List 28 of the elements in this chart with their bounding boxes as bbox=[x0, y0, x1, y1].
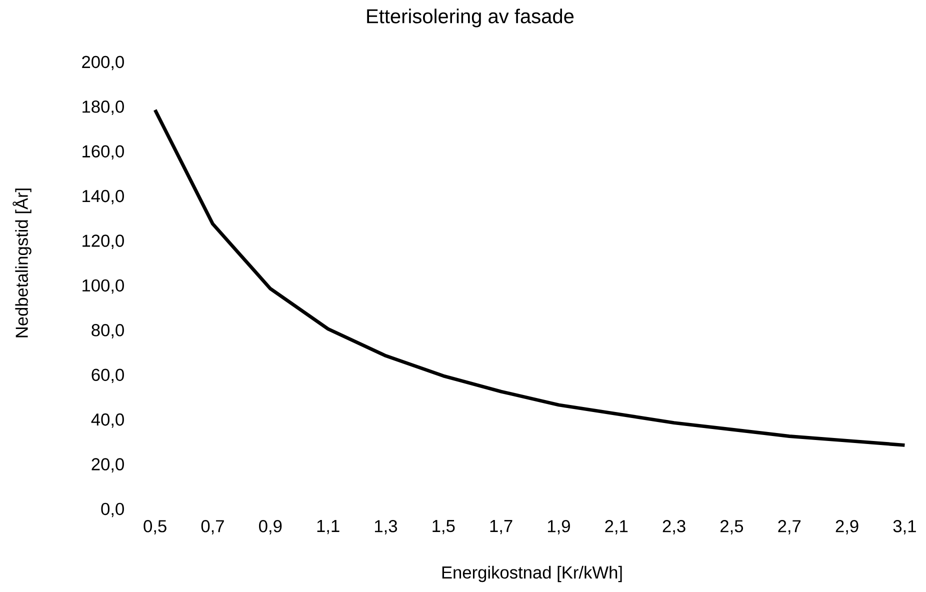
x-tick-label: 1,3 bbox=[374, 520, 398, 534]
y-tick-label: 140,0 bbox=[82, 190, 124, 204]
y-tick-label: 20,0 bbox=[92, 458, 124, 472]
x-tick-label: 2,7 bbox=[778, 520, 801, 534]
chart-title: Etterisolering av fasade bbox=[367, 8, 574, 28]
x-tick-label: 0,5 bbox=[144, 520, 166, 534]
y-tick-label: 80,0 bbox=[92, 324, 124, 338]
y-tick-label: 40,0 bbox=[91, 413, 124, 428]
y-tick-label: 0,0 bbox=[101, 502, 124, 518]
y-tick-label: 200,0 bbox=[82, 56, 124, 70]
x-tick-label: 2,1 bbox=[605, 520, 628, 534]
x-tick-label: 1,7 bbox=[490, 520, 512, 534]
y-tick-label: 100,0 bbox=[82, 279, 124, 294]
x-tick-label: 0,7 bbox=[201, 520, 224, 534]
x-tick-label: 3,1 bbox=[893, 520, 916, 534]
x-tick-label: 0,9 bbox=[259, 520, 282, 534]
x-axis-title: Energikostnad [Kr/kWh] bbox=[442, 566, 622, 582]
x-tick-label: 2,3 bbox=[662, 520, 686, 534]
y-tick-label: 60,0 bbox=[92, 368, 124, 384]
y-tick-label: 160,0 bbox=[82, 145, 124, 160]
y-axis-title: Nedbetalingstid [År] bbox=[12, 188, 32, 338]
y-tick-label: 120,0 bbox=[82, 234, 124, 249]
x-tick-label: 2,9 bbox=[836, 520, 858, 534]
y-tick-label: 180,0 bbox=[82, 100, 124, 115]
x-tick-label: 1,5 bbox=[432, 520, 455, 534]
x-tick-label: 1,1 bbox=[317, 520, 340, 534]
x-tick-label: 2,5 bbox=[720, 520, 744, 534]
x-tick-label: 1,9 bbox=[548, 520, 570, 534]
